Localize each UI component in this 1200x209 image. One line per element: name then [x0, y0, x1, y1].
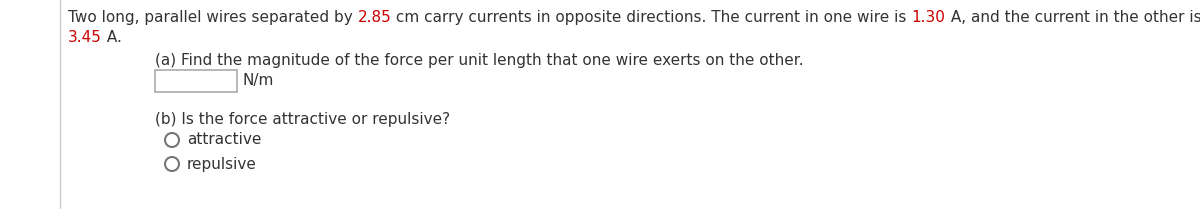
Text: N/m: N/m — [242, 74, 275, 88]
Text: A.: A. — [102, 30, 121, 45]
Text: (a) Find the magnitude of the force per unit length that one wire exerts on the : (a) Find the magnitude of the force per … — [155, 53, 804, 68]
Text: cm carry currents in opposite directions. The current in one wire is: cm carry currents in opposite directions… — [391, 10, 912, 25]
Text: Two long, parallel wires separated by: Two long, parallel wires separated by — [68, 10, 358, 25]
Text: 3.45: 3.45 — [68, 30, 102, 45]
Text: A, and the current in the other is: A, and the current in the other is — [946, 10, 1200, 25]
FancyBboxPatch shape — [155, 70, 238, 92]
Text: 1.30: 1.30 — [912, 10, 946, 25]
Text: repulsive: repulsive — [187, 157, 257, 172]
Text: 2.85: 2.85 — [358, 10, 391, 25]
Text: attractive: attractive — [187, 133, 262, 148]
Text: (b) Is the force attractive or repulsive?: (b) Is the force attractive or repulsive… — [155, 112, 450, 127]
